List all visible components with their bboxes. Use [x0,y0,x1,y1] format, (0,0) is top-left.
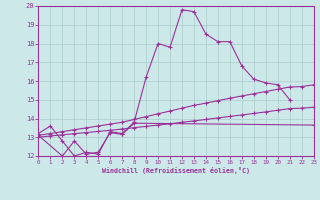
X-axis label: Windchill (Refroidissement éolien,°C): Windchill (Refroidissement éolien,°C) [102,167,250,174]
